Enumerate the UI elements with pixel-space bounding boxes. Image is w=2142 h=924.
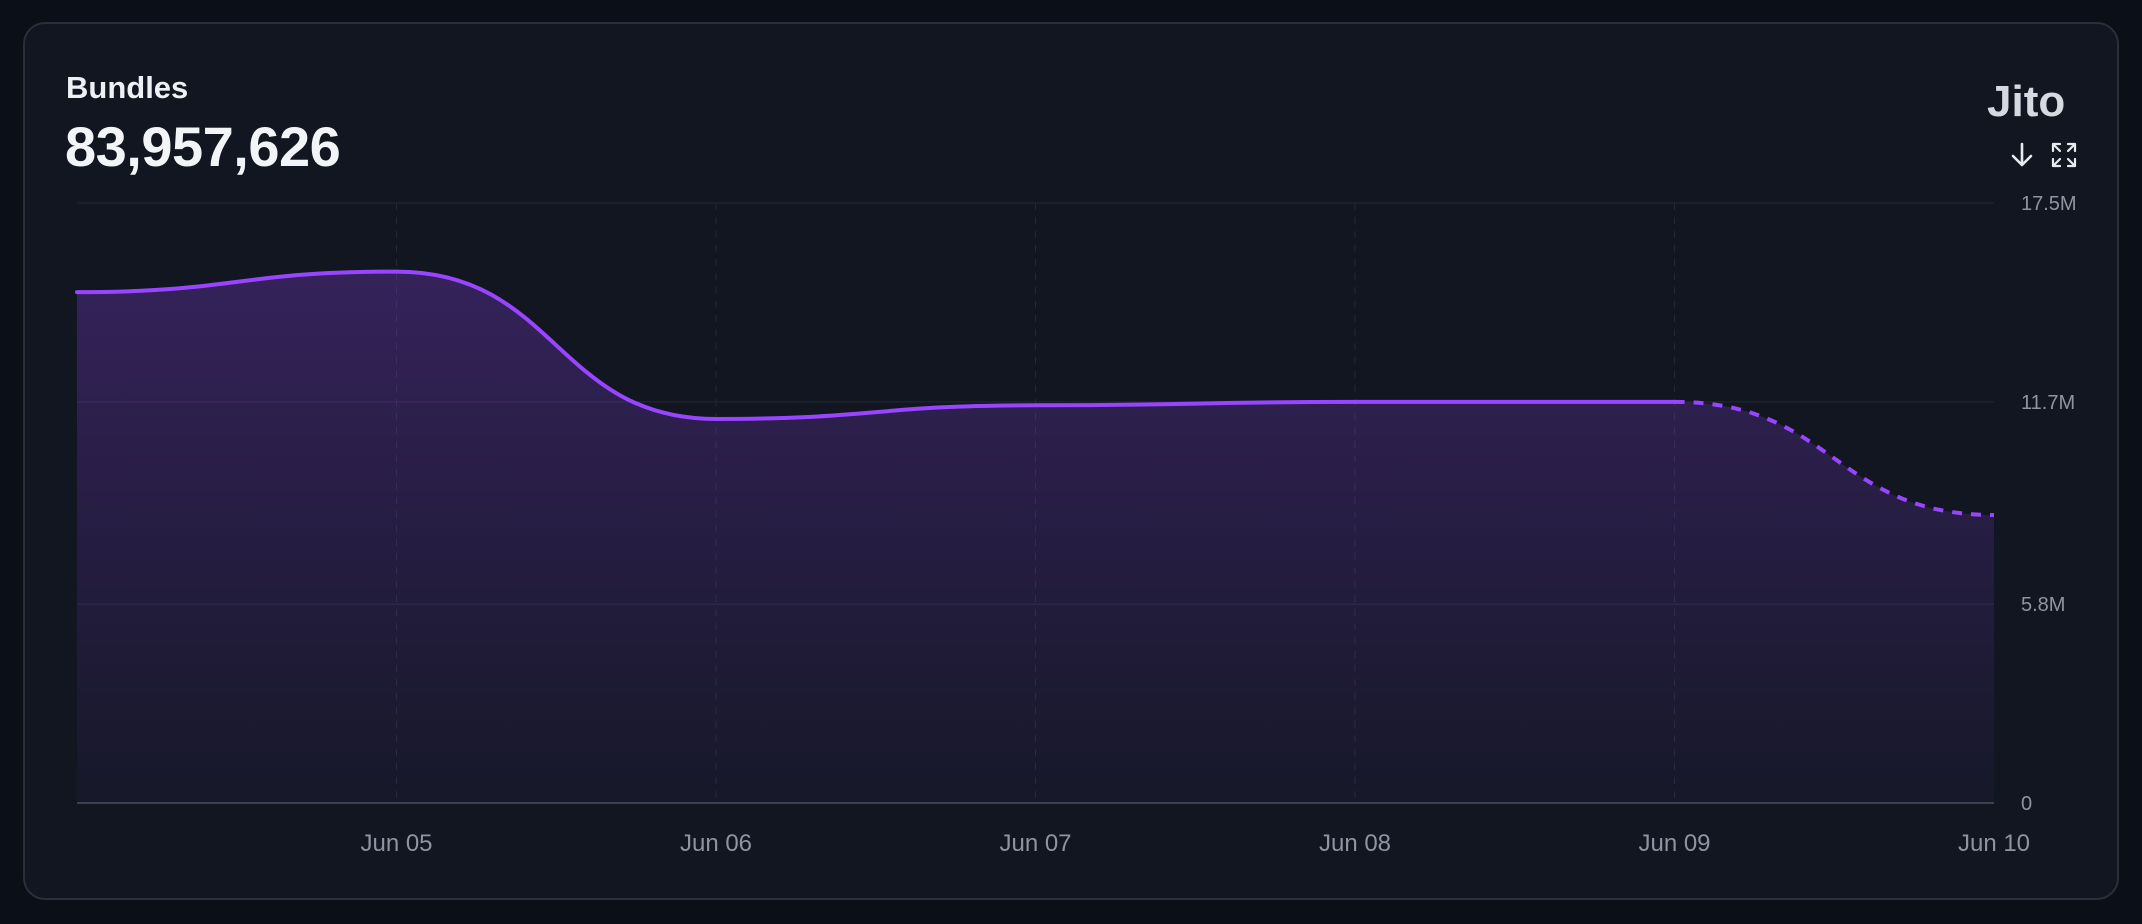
chart-title: Bundles [66, 70, 189, 105]
y-tick-label: 0 [2021, 793, 2032, 815]
jito-logo: Jito [1987, 77, 2065, 126]
y-tick-label: 11.7M [2021, 392, 2075, 414]
total-value: 83,957,626 [65, 115, 341, 178]
x-tick-label: Jun 06 [680, 830, 752, 857]
x-tick-label: Jun 09 [1638, 830, 1710, 857]
expand-icon[interactable] [2049, 140, 2079, 170]
y-tick-label: 17.5M [2021, 193, 2077, 215]
x-tick-label: Jun 10 [1958, 830, 2030, 857]
chart-toolbar [2007, 140, 2079, 170]
series-area [77, 271, 1994, 804]
jito-logo-text: Jito [1987, 77, 2065, 126]
series-line-projected [1674, 399, 1995, 517]
download-arrow-icon[interactable] [2007, 140, 2037, 170]
x-tick-label: Jun 07 [999, 830, 1071, 857]
x-tick-label: Jun 05 [360, 830, 432, 857]
y-tick-label: 5.8M [2021, 594, 2065, 616]
series-line [75, 269, 1677, 422]
x-tick-label: Jun 08 [1319, 830, 1391, 857]
